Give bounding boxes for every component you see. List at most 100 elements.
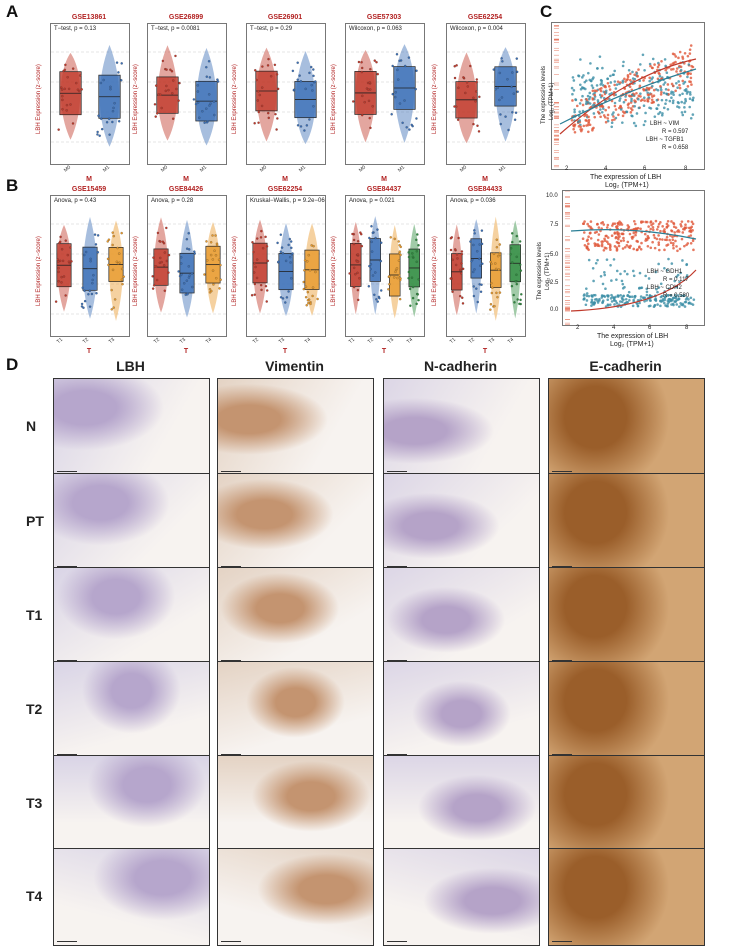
boxplot-svg xyxy=(247,219,325,317)
scale-bar xyxy=(552,941,572,942)
scale-bar xyxy=(387,471,407,472)
category-tick: T1 xyxy=(347,336,356,346)
column-header: N-cadherin xyxy=(423,358,498,374)
scale-bar xyxy=(552,566,572,567)
x-axis-label: The expression of LBH xyxy=(597,333,669,340)
group-axis-label: T xyxy=(183,348,189,355)
category-tick: T3 xyxy=(107,336,117,346)
category-tick: T2 xyxy=(152,336,162,346)
xtick: 8 xyxy=(684,166,688,172)
boxplot-svg xyxy=(447,47,525,144)
ihc-image-tile xyxy=(217,661,374,759)
ihc-image-tile xyxy=(53,661,210,759)
scale-bar xyxy=(221,471,241,472)
boxplot-svg xyxy=(247,47,325,145)
stat-text: Anova, p = 0.021 xyxy=(349,198,395,204)
y-axis-label: LBH Expression (z−score) xyxy=(331,236,337,306)
stat-text: T−test, p = 0.13 xyxy=(54,26,97,32)
scale-bar xyxy=(387,660,407,661)
y-axis-label: LBH Expression (z−score) xyxy=(36,64,42,134)
category-tick: M0 xyxy=(258,164,268,174)
boxplot-svg xyxy=(148,45,226,146)
scatter-bottom: LBH ~ GDH1 R = 0.117 LBH ~ CDH2 R = 0.58… xyxy=(562,190,705,326)
boxplot xyxy=(147,23,227,165)
scale-bar xyxy=(552,471,572,472)
row-header: T1 xyxy=(26,607,43,623)
ihc-image-tile xyxy=(217,755,374,853)
group-axis-label: T xyxy=(381,348,387,355)
plot-title: GSE84437 xyxy=(366,186,402,193)
ihc-image-tile xyxy=(217,473,374,571)
category-tick: T1 xyxy=(448,336,457,346)
legend-line: R = 0.117 xyxy=(663,277,689,283)
y-axis-label: LBH Expression (z−score) xyxy=(232,236,238,306)
ytick: 5.0 xyxy=(550,252,559,258)
stat-text: Anova, p = 0.43 xyxy=(54,198,97,204)
group-axis-label: T xyxy=(482,348,488,355)
category-tick: M1 xyxy=(198,164,208,174)
xtick: 8 xyxy=(685,325,689,331)
ihc-image-tile xyxy=(383,755,540,853)
legend-line: LBH ~ TGFB1 xyxy=(646,137,684,143)
y-axis-label: LBH Expression (z−score) xyxy=(133,236,139,306)
ytick: 2.5 xyxy=(550,280,559,286)
category-tick: T2 xyxy=(251,336,261,346)
scale-bar xyxy=(387,566,407,567)
boxplot xyxy=(50,195,130,337)
ytick: 0.0 xyxy=(550,307,559,313)
ytick: 7.5 xyxy=(550,222,559,228)
legend-line: LBH ~ CDH2 xyxy=(647,285,682,291)
xtick: 4 xyxy=(612,325,616,331)
column-header: LBH xyxy=(116,358,145,374)
group-axis-label: M xyxy=(86,176,92,183)
category-tick: T2 xyxy=(468,336,477,346)
group-axis-label: M xyxy=(183,176,189,183)
ihc-image-tile xyxy=(548,378,705,476)
scale-bar xyxy=(221,941,241,942)
ihc-image-tile xyxy=(53,755,210,853)
scale-bar xyxy=(57,941,77,942)
category-tick: T4 xyxy=(507,336,516,346)
boxplot-svg xyxy=(51,216,129,321)
stat-text: Wilcoxon, p = 0.004 xyxy=(450,26,503,32)
scale-bar xyxy=(57,471,77,472)
category-tick: M1 xyxy=(101,164,111,174)
plot-title: GSE62254 xyxy=(267,186,303,193)
stat-text: Kruskal−Wallis, p = 9.2e−06 xyxy=(250,198,325,204)
panel-label-b: B xyxy=(6,176,19,195)
ihc-image-tile xyxy=(548,473,705,571)
ytick: 10.0 xyxy=(546,193,558,199)
stat-text: Anova, p = 0.036 xyxy=(450,198,496,204)
boxplot-svg xyxy=(346,216,424,319)
category-tick: M0 xyxy=(357,164,367,174)
group-axis-label: T xyxy=(86,348,92,355)
scale-bar xyxy=(221,660,241,661)
xtick: 6 xyxy=(643,166,647,172)
category-tick: T2 xyxy=(81,336,91,346)
category-tick: M0 xyxy=(159,164,169,174)
ihc-image-tile xyxy=(217,567,374,665)
boxplot-svg xyxy=(148,217,226,318)
category-tick: M1 xyxy=(297,164,307,174)
xtick: 6 xyxy=(648,325,652,331)
legend-line: R = 0.597 xyxy=(662,129,689,135)
scale-bar xyxy=(57,660,77,661)
scatter-top: LBH ~ VIM R = 0.597 LBH ~ TGFB1 R = 0.65… xyxy=(551,22,705,170)
y-axis-label: Log₂ (TPM+1) xyxy=(549,82,555,120)
category-tick: M0 xyxy=(62,164,72,174)
category-tick: T3 xyxy=(386,336,395,346)
panel-label-c: C xyxy=(540,2,553,21)
scale-bar xyxy=(387,941,407,942)
plot-title: GSE26901 xyxy=(267,14,303,21)
y-axis-label: LBH Expression (z−score) xyxy=(432,64,438,134)
group-axis-label: M xyxy=(381,176,387,183)
xtick: 2 xyxy=(565,166,569,172)
x-axis-label: Log₂ (TPM+1) xyxy=(605,182,649,189)
row-header: T3 xyxy=(26,795,43,811)
boxplot-svg xyxy=(51,44,129,147)
panel-label-d: D xyxy=(6,355,19,374)
xtick: 4 xyxy=(604,166,608,172)
plot-title: GSE15459 xyxy=(71,186,107,193)
category-tick: T3 xyxy=(178,336,188,346)
stat-text: Wilcoxon, p = 0.063 xyxy=(349,26,402,32)
